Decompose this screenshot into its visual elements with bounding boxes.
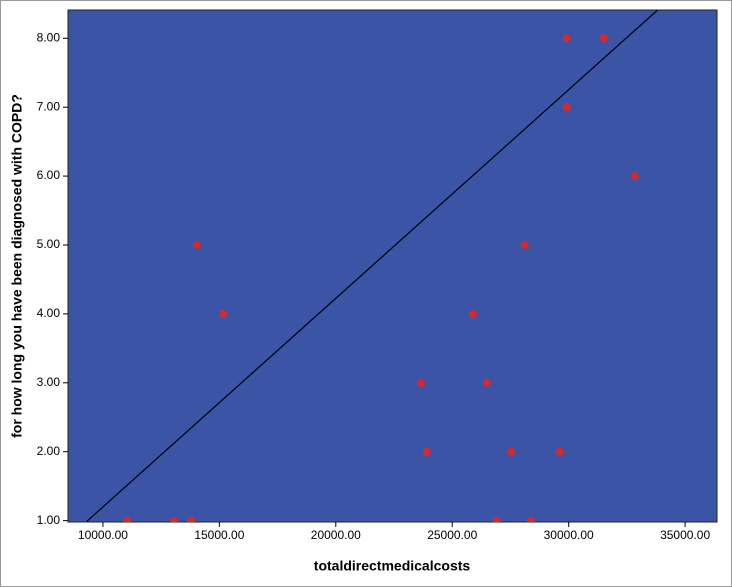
point <box>506 447 515 456</box>
point <box>186 516 195 522</box>
point <box>562 103 571 112</box>
point <box>169 516 178 522</box>
x-tick-label: 15000.00 <box>194 528 244 542</box>
y-axis-title: for how long you have been diagnosed wit… <box>9 94 25 438</box>
y-tick-label: 6.00 <box>37 168 61 182</box>
y-tick-label: 7.00 <box>37 99 61 113</box>
x-tick-label: 20000.00 <box>311 528 361 542</box>
y-tick-label: 8.00 <box>37 30 61 44</box>
y-tick-label: 5.00 <box>37 237 61 251</box>
y-tick-label: 3.00 <box>37 375 61 389</box>
y-tick-label: 1.00 <box>37 513 61 527</box>
x-tick-label: 30000.00 <box>544 528 594 542</box>
point <box>520 240 529 249</box>
point <box>599 34 608 43</box>
x-axis-title: totaldirectmedicalcosts <box>314 558 471 574</box>
point <box>192 240 201 249</box>
plot-area <box>67 9 718 523</box>
fit-line <box>86 10 659 522</box>
y-tick-label: 4.00 <box>37 306 61 320</box>
x-tick-label: 10000.00 <box>78 528 128 542</box>
point <box>422 447 431 456</box>
point <box>416 378 425 387</box>
point <box>526 516 535 522</box>
y-tick-label: 2.00 <box>37 444 61 458</box>
point <box>562 34 571 43</box>
point <box>555 447 564 456</box>
point <box>482 378 491 387</box>
point <box>218 309 227 318</box>
point <box>630 172 639 181</box>
point <box>122 516 131 522</box>
x-tick-label: 35000.00 <box>660 528 710 542</box>
point <box>468 309 477 318</box>
point <box>492 516 501 522</box>
x-tick-label: 25000.00 <box>427 528 477 542</box>
